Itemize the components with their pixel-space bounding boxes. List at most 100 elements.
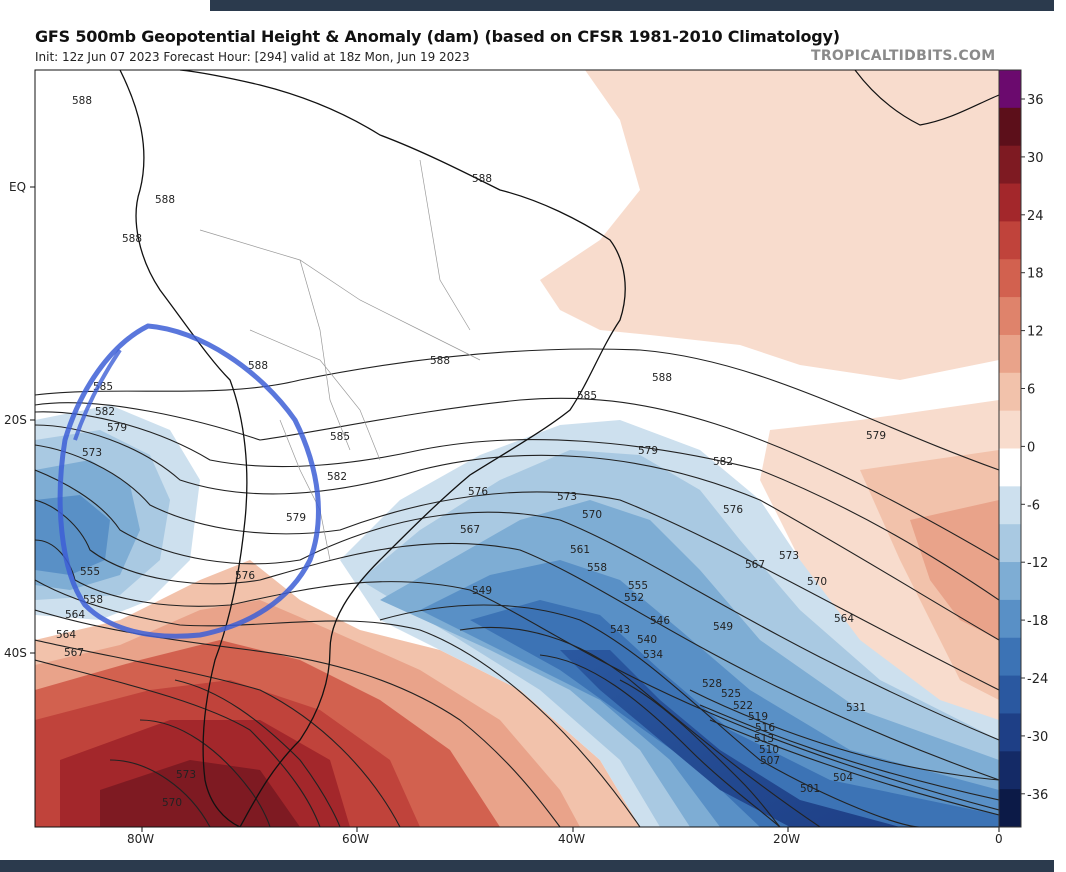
contour-label: 555 bbox=[80, 566, 100, 578]
lon-axis: 80W 60W 40W 20W 0 bbox=[127, 832, 1003, 846]
lat-ticks bbox=[30, 186, 35, 654]
contour-label: 561 bbox=[570, 544, 590, 556]
lon-label: 40W bbox=[558, 832, 585, 846]
contour-label: 558 bbox=[83, 594, 103, 606]
contour-label: 522 bbox=[733, 700, 753, 712]
colorbar-swatch bbox=[999, 789, 1021, 828]
contour-label: 585 bbox=[330, 431, 350, 443]
colorbar-swatch bbox=[999, 637, 1021, 677]
contour-label: 573 bbox=[176, 769, 196, 781]
contour-label: 582 bbox=[713, 456, 733, 468]
contour-label: 588 bbox=[155, 194, 175, 206]
contour-label: 588 bbox=[122, 233, 142, 245]
colorbar-tick-label: -6 bbox=[1027, 498, 1040, 513]
contour-label: 534 bbox=[643, 649, 663, 661]
colorbar-tick-label: -18 bbox=[1027, 614, 1048, 629]
contour-label: 573 bbox=[557, 491, 577, 503]
colorbar-swatch bbox=[999, 410, 1021, 449]
colorbar-tick-label: 6 bbox=[1027, 383, 1035, 398]
contour-label: 543 bbox=[610, 624, 630, 636]
colorbar-swatch bbox=[999, 259, 1021, 298]
bottom-bar bbox=[0, 860, 1054, 872]
lat-label: 40S bbox=[4, 646, 27, 660]
contour-label: 510 bbox=[759, 744, 779, 756]
contour-label: 507 bbox=[760, 755, 780, 767]
colorbar-swatch bbox=[999, 599, 1021, 639]
contour-label: 516 bbox=[755, 722, 775, 734]
contour-label: 549 bbox=[713, 621, 733, 633]
contour-label: 519 bbox=[748, 711, 768, 723]
contour-label: 528 bbox=[702, 678, 722, 690]
colorbar-tick-label: 18 bbox=[1027, 267, 1044, 282]
colorbar-swatch bbox=[999, 448, 1021, 487]
contour-label: 579 bbox=[286, 512, 306, 524]
colorbar-tick-label: 24 bbox=[1027, 209, 1044, 224]
contour-label: 573 bbox=[779, 550, 799, 562]
contour-label: 588 bbox=[430, 355, 450, 367]
colorbar-tick-label: -24 bbox=[1027, 672, 1048, 687]
top-bar bbox=[210, 0, 1054, 11]
contour-label: 555 bbox=[628, 580, 648, 592]
contour-label: 588 bbox=[472, 173, 492, 185]
lon-label: 20W bbox=[773, 832, 800, 846]
colorbar-tick-label: -36 bbox=[1027, 788, 1048, 803]
colorbar-tick-label: 30 bbox=[1027, 151, 1044, 166]
colorbar-tick-label: 36 bbox=[1027, 93, 1044, 108]
colorbar bbox=[998, 69, 1022, 828]
colorbar-swatch bbox=[999, 334, 1021, 374]
africa-coast bbox=[854, 70, 999, 126]
colorbar-swatch bbox=[999, 524, 1021, 563]
contour-label: 576 bbox=[468, 486, 488, 498]
contour-label: 513 bbox=[754, 733, 774, 745]
blue-marker-circle bbox=[57, 323, 321, 639]
page-title: GFS 500mb Geopotential Height & Anomaly … bbox=[35, 27, 840, 46]
colorbar-swatch bbox=[999, 70, 1021, 109]
colorbar-swatch bbox=[999, 221, 1021, 260]
colorbar-swatch bbox=[999, 713, 1021, 752]
contour-label: 573 bbox=[82, 447, 102, 459]
contour-label: 546 bbox=[650, 615, 670, 627]
contour-label: 582 bbox=[327, 471, 347, 483]
contour-label: 588 bbox=[652, 372, 672, 384]
contour-label: 579 bbox=[107, 422, 127, 434]
contour-label: 540 bbox=[637, 634, 657, 646]
contour-label: 585 bbox=[577, 390, 597, 402]
colorbar-tick-label: -12 bbox=[1027, 556, 1048, 571]
contour-label: 567 bbox=[745, 559, 765, 571]
colorbar-swatch bbox=[999, 562, 1021, 601]
colorbar-swatch bbox=[999, 751, 1021, 790]
colorbar-frame bbox=[998, 69, 1022, 828]
contour-label: 579 bbox=[638, 445, 658, 457]
contour-label: 567 bbox=[460, 524, 480, 536]
contour-label: 525 bbox=[721, 688, 741, 700]
coastline bbox=[119, 70, 626, 827]
lon-label: 80W bbox=[127, 832, 154, 846]
contour-label: 570 bbox=[162, 797, 182, 809]
contour-label: 567 bbox=[64, 647, 84, 659]
colorbar-swatch bbox=[999, 183, 1021, 222]
contour-label: 564 bbox=[834, 613, 854, 625]
colorbar-swatch bbox=[999, 107, 1021, 147]
credit-label: TROPICALTIDBITS.COM bbox=[811, 48, 996, 64]
contour-label: 552 bbox=[624, 592, 644, 604]
contour-label: 564 bbox=[65, 609, 85, 621]
colorbar-swatch bbox=[999, 372, 1021, 412]
lon-label: 0 bbox=[995, 832, 1003, 846]
colorbar-swatch bbox=[999, 675, 1021, 714]
contour-label: 549 bbox=[472, 585, 492, 597]
contour-label: 570 bbox=[582, 509, 602, 521]
borders bbox=[199, 159, 481, 561]
contour-label: 579 bbox=[866, 430, 886, 442]
colorbar-tick-label: 0 bbox=[1027, 440, 1035, 455]
contour-label: 588 bbox=[72, 95, 92, 107]
lat-label: EQ bbox=[9, 180, 26, 194]
contour-label: 531 bbox=[846, 702, 866, 714]
contour-label: 501 bbox=[800, 783, 820, 795]
colorbar-swatch bbox=[999, 486, 1021, 525]
colorbar-tick-label: 12 bbox=[1027, 325, 1044, 340]
colorbar-swatch bbox=[999, 297, 1021, 336]
colorbar-tick-label: -30 bbox=[1027, 730, 1048, 745]
